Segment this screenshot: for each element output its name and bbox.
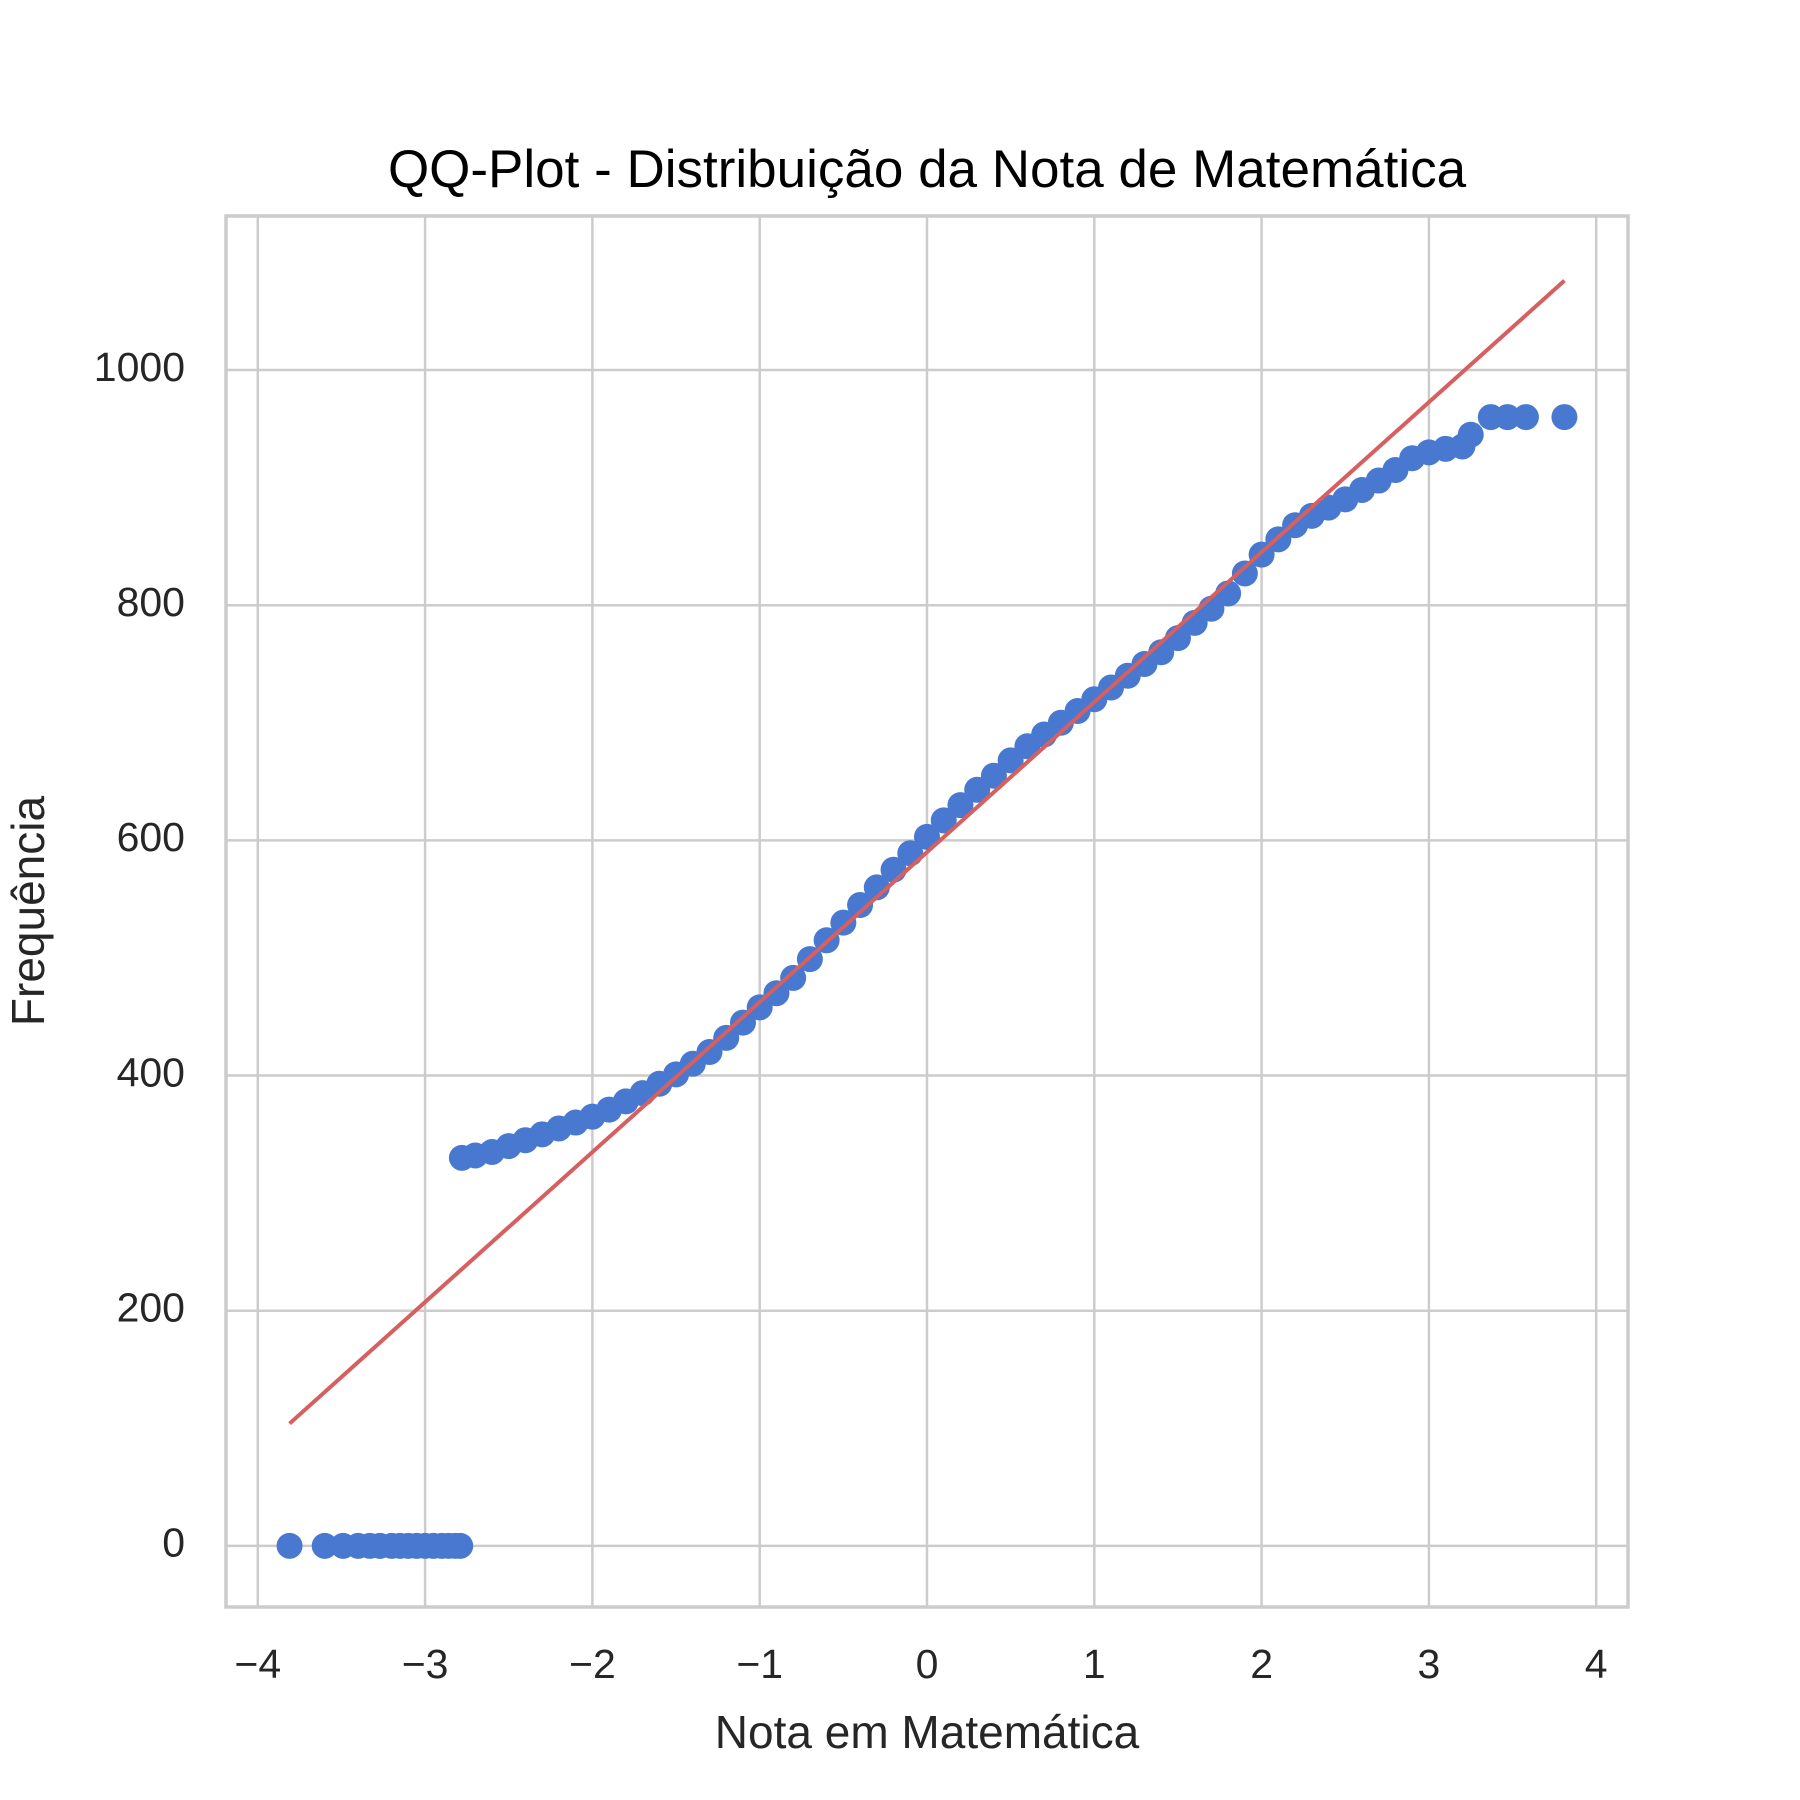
point <box>914 823 940 850</box>
point <box>1231 560 1258 587</box>
y-tick-label: 1000 <box>94 344 185 390</box>
point <box>930 807 957 834</box>
y-tick-label: 200 <box>117 1285 185 1331</box>
x-axis-label: Nota em Matemática <box>715 1706 1140 1758</box>
fit-line <box>288 279 1566 1426</box>
point <box>276 1532 303 1559</box>
point <box>763 980 790 1007</box>
point <box>713 1024 740 1051</box>
chart-title: QQ-Plot - Distribuição da Nota de Matemá… <box>388 140 1467 199</box>
point <box>847 892 874 919</box>
y-axis-label: Frequência <box>2 796 54 1027</box>
x-tick-label: 1 <box>1083 1641 1106 1687</box>
y-tick-label: 800 <box>117 579 185 625</box>
point <box>780 964 807 991</box>
point <box>1457 421 1484 448</box>
point <box>1494 404 1521 431</box>
point <box>311 1532 338 1559</box>
x-tick-label: −1 <box>736 1641 783 1687</box>
y-tick-label: 400 <box>117 1049 185 1095</box>
point <box>447 1532 474 1559</box>
x-tick-label: −3 <box>402 1641 449 1687</box>
point <box>729 1009 756 1036</box>
x-tick-label: 3 <box>1418 1641 1441 1687</box>
x-tick-label: 4 <box>1585 1641 1608 1687</box>
point <box>1512 404 1539 431</box>
point <box>947 792 974 819</box>
y-tick-label: 0 <box>162 1520 185 1566</box>
x-tick-label: −4 <box>234 1641 281 1687</box>
y-tick-label: 600 <box>117 814 185 860</box>
point <box>1551 404 1578 431</box>
x-tick-label: −2 <box>569 1641 616 1687</box>
x-tick-label: 2 <box>1250 1641 1273 1687</box>
plot-frame <box>224 214 1630 1609</box>
x-tick-label: 0 <box>916 1641 939 1687</box>
point <box>830 909 857 936</box>
point <box>980 762 1007 789</box>
